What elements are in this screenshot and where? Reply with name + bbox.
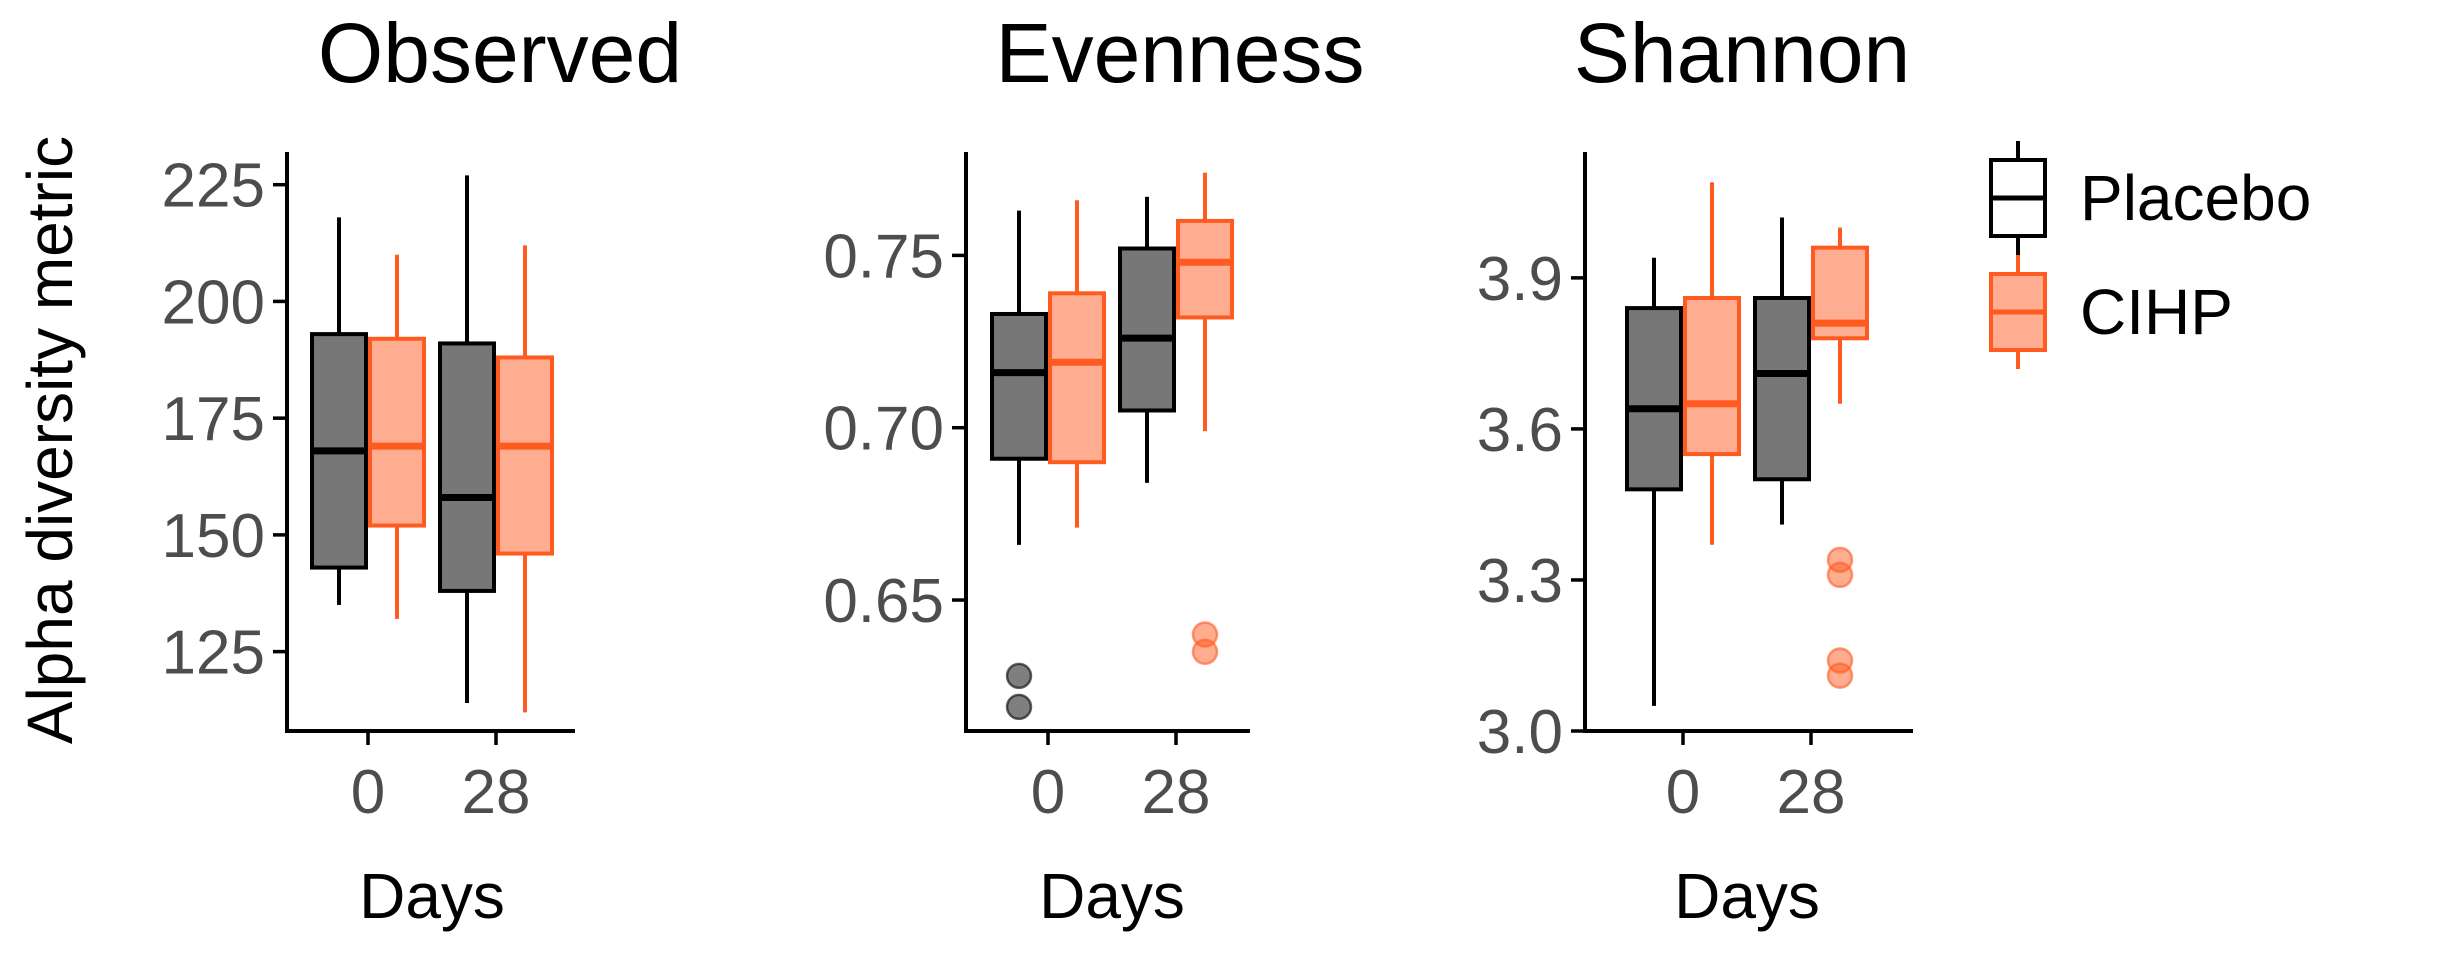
box-iqr (1753, 296, 1811, 482)
x-axis-label: Days (1039, 860, 1185, 932)
y-tick-label: 150 (162, 502, 265, 571)
box-placebo-day0 (1625, 257, 1683, 706)
box-placebo-day28 (1118, 196, 1176, 483)
panel-evenness: Evenness 0.65 0.70 0.75 0 28 Days (823, 6, 1364, 932)
y-tick-label: 0.70 (823, 395, 944, 464)
box-iqr (1176, 218, 1234, 320)
x-axis-label: Days (1674, 860, 1820, 932)
y-tick-label: 0.65 (823, 567, 944, 636)
x-tick-label: 28 (462, 758, 531, 827)
box-iqr (1118, 246, 1176, 413)
y-tick-label: 0.75 (823, 222, 944, 291)
panel-observed: Observed 125 150 175 200 225 0 28 Days (162, 6, 683, 932)
outlier-point (1826, 546, 1854, 574)
legend-item-cihp: CIHP (1989, 255, 2233, 369)
legend-label: Placebo (2080, 162, 2311, 234)
outlier-point (1005, 693, 1033, 721)
panel-title: Evenness (996, 6, 1365, 100)
x-tick-label: 0 (351, 758, 385, 827)
box-iqr (438, 341, 496, 593)
panel-title: Shannon (1574, 6, 1910, 100)
x-tick-label: 28 (1777, 758, 1846, 827)
panel-title: Observed (318, 6, 682, 100)
box-cihp-day28 (1811, 227, 1869, 689)
x-tick-label: 0 (1666, 758, 1700, 827)
outlier-point (1005, 662, 1033, 690)
box-iqr (368, 336, 426, 528)
box-placebo-day28 (1753, 217, 1811, 525)
box-placebo-day28 (438, 175, 496, 703)
y-axis-label: Alpha diversity metric (14, 136, 86, 744)
y-tick-label: 225 (162, 152, 265, 221)
box-cihp-day0 (1048, 200, 1106, 528)
legend-item-placebo: Placebo (1989, 141, 2311, 255)
y-tick-label: 3.6 (1477, 396, 1563, 465)
y-tick-label: 200 (162, 268, 265, 337)
box-iqr (1683, 296, 1741, 457)
box-placebo-day0 (990, 210, 1048, 721)
y-tick-label: 3.9 (1477, 245, 1563, 314)
y-tick-label: 3.0 (1477, 698, 1563, 767)
x-axis-label: Days (359, 860, 505, 932)
box-iqr (1048, 291, 1106, 465)
legend: Placebo CIHP (1989, 141, 2311, 369)
box-iqr (1625, 306, 1683, 492)
box-cihp-day0 (368, 254, 426, 619)
panel-shannon: Shannon 3.0 3.3 3.6 3.9 0 28 Days (1477, 6, 1913, 932)
y-tick-label: 3.3 (1477, 547, 1563, 616)
x-tick-label: 0 (1031, 758, 1065, 827)
box-placebo-day0 (310, 217, 368, 605)
x-tick-label: 28 (1142, 758, 1211, 827)
box-iqr (496, 355, 554, 556)
outlier-point (1191, 621, 1219, 648)
y-tick-label: 175 (162, 385, 265, 454)
y-tick-label: 125 (162, 619, 265, 688)
legend-label: CIHP (2080, 276, 2233, 348)
box-cihp-day28 (1176, 172, 1234, 665)
outlier-point (1826, 647, 1854, 674)
box-cihp-day0 (1683, 182, 1741, 545)
box-cihp-day28 (496, 245, 554, 713)
box-iqr (990, 311, 1048, 461)
